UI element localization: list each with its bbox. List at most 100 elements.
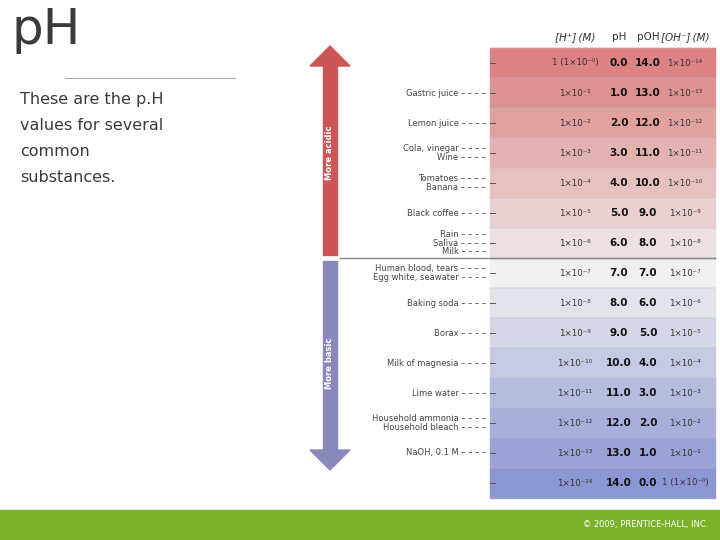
Text: 1×10⁻¹²: 1×10⁻¹² — [667, 118, 703, 127]
Text: Household bleach – – – –: Household bleach – – – – — [383, 423, 486, 432]
Text: 10.0: 10.0 — [606, 358, 632, 368]
Bar — [490, 138, 715, 168]
Polygon shape — [310, 46, 350, 66]
Text: 9.0: 9.0 — [639, 208, 657, 218]
Text: substances.: substances. — [20, 170, 115, 185]
Text: 1×10⁻⁸: 1×10⁻⁸ — [669, 239, 701, 247]
Text: 12.0: 12.0 — [606, 418, 632, 428]
Text: 1×10⁻¹³: 1×10⁻¹³ — [667, 89, 703, 98]
Text: 1×10⁻²: 1×10⁻² — [559, 118, 591, 127]
Text: 7.0: 7.0 — [639, 268, 657, 278]
Text: More basic: More basic — [325, 338, 335, 389]
Text: 1×10⁻⁹: 1×10⁻⁹ — [669, 208, 701, 218]
Text: Baking soda – – – –: Baking soda – – – – — [407, 299, 486, 307]
Text: 2.0: 2.0 — [610, 118, 629, 128]
Text: Lemon juice – – – –: Lemon juice – – – – — [408, 118, 486, 127]
Text: Borax – – – –: Borax – – – – — [434, 328, 486, 338]
Text: 1×10⁻¹⁰: 1×10⁻¹⁰ — [667, 179, 703, 187]
Text: 1×10⁻⁵: 1×10⁻⁵ — [559, 208, 591, 218]
Text: 1×10⁻⁹: 1×10⁻⁹ — [559, 328, 591, 338]
Text: 1×10⁻⁴: 1×10⁻⁴ — [559, 179, 591, 187]
Text: 1×10⁻¹⁴: 1×10⁻¹⁴ — [557, 478, 593, 488]
Text: These are the p.H: These are the p.H — [20, 92, 163, 107]
Text: 3.0: 3.0 — [639, 388, 657, 398]
Text: Rain – – – –: Rain – – – – — [440, 230, 486, 239]
Text: pH: pH — [12, 6, 81, 54]
Text: 7.0: 7.0 — [610, 268, 629, 278]
Text: Milk of magnesia – – – –: Milk of magnesia – – – – — [387, 359, 486, 368]
Text: 1×10⁻¹³: 1×10⁻¹³ — [557, 449, 593, 457]
Text: 11.0: 11.0 — [635, 148, 661, 158]
Text: 11.0: 11.0 — [606, 388, 632, 398]
Text: 1×10⁻³: 1×10⁻³ — [559, 148, 591, 158]
Text: 14.0: 14.0 — [606, 478, 632, 488]
Bar — [323, 261, 337, 453]
Text: Black coffee – – – –: Black coffee – – – – — [407, 208, 486, 218]
Bar — [490, 168, 715, 198]
Text: values for several: values for several — [20, 118, 163, 133]
Text: NaOH, 0.1 M – – – –: NaOH, 0.1 M – – – – — [406, 449, 486, 457]
Bar — [490, 438, 715, 468]
Bar — [490, 318, 715, 348]
Text: pH: pH — [612, 32, 626, 42]
Text: 4.0: 4.0 — [639, 358, 657, 368]
Text: 9.0: 9.0 — [610, 328, 628, 338]
Text: 1×10⁻⁶: 1×10⁻⁶ — [669, 299, 701, 307]
Text: 1×10⁻¹¹: 1×10⁻¹¹ — [557, 388, 593, 397]
Text: Saliva – – – –: Saliva – – – – — [433, 239, 486, 247]
Text: 1×10⁻⁷: 1×10⁻⁷ — [669, 268, 701, 278]
Text: 0.0: 0.0 — [639, 478, 657, 488]
Text: 1 (1×10⁻⁰): 1 (1×10⁻⁰) — [662, 478, 708, 488]
Text: 1×10⁻¹: 1×10⁻¹ — [559, 89, 591, 98]
Text: 13.0: 13.0 — [606, 448, 632, 458]
Text: 10.0: 10.0 — [635, 178, 661, 188]
Text: 1.0: 1.0 — [639, 448, 657, 458]
Text: 5.0: 5.0 — [639, 328, 657, 338]
Text: Egg white, seawater – – – –: Egg white, seawater – – – – — [373, 273, 486, 282]
Bar — [490, 258, 715, 288]
Bar — [323, 63, 337, 255]
Text: Lime water – – – –: Lime water – – – – — [412, 388, 486, 397]
Text: 14.0: 14.0 — [635, 58, 661, 68]
Text: [OH⁻] (M): [OH⁻] (M) — [661, 32, 709, 42]
Text: 6.0: 6.0 — [639, 298, 657, 308]
Text: 1.0: 1.0 — [610, 88, 629, 98]
Text: 2.0: 2.0 — [639, 418, 657, 428]
Text: 1×10⁻⁸: 1×10⁻⁸ — [559, 299, 591, 307]
Text: 0.0: 0.0 — [610, 58, 629, 68]
Bar — [490, 198, 715, 228]
Text: Tomatoes – – – –: Tomatoes – – – – — [418, 174, 486, 183]
Text: 1×10⁻⁵: 1×10⁻⁵ — [669, 328, 701, 338]
Bar — [0, 510, 720, 540]
Text: 1×10⁻⁷: 1×10⁻⁷ — [559, 268, 591, 278]
Text: 8.0: 8.0 — [639, 238, 657, 248]
Text: pOH: pOH — [636, 32, 660, 42]
Text: 12.0: 12.0 — [635, 118, 661, 128]
Text: © 2009, PRENTICE-HALL, INC.: © 2009, PRENTICE-HALL, INC. — [582, 521, 708, 530]
Bar — [490, 288, 715, 318]
Bar — [490, 78, 715, 108]
Text: 5.0: 5.0 — [610, 208, 629, 218]
Bar — [490, 108, 715, 138]
Text: 1×10⁻¹: 1×10⁻¹ — [669, 449, 701, 457]
Polygon shape — [310, 450, 350, 470]
Text: 3.0: 3.0 — [610, 148, 629, 158]
Bar — [490, 468, 715, 498]
Text: Household ammonia – – – –: Household ammonia – – – – — [372, 414, 486, 423]
Text: Milk – – – –: Milk – – – – — [441, 247, 486, 256]
Text: 8.0: 8.0 — [610, 298, 629, 308]
Bar — [490, 228, 715, 258]
Text: More acidic: More acidic — [325, 126, 335, 180]
Text: 1×10⁻²: 1×10⁻² — [669, 418, 701, 428]
Text: 1×10⁻¹⁴: 1×10⁻¹⁴ — [667, 58, 703, 68]
Text: common: common — [20, 144, 90, 159]
Bar — [490, 378, 715, 408]
Text: 1×10⁻³: 1×10⁻³ — [669, 388, 701, 397]
Text: Wine – – – –: Wine – – – – — [437, 153, 486, 162]
Text: 1×10⁻⁶: 1×10⁻⁶ — [559, 239, 591, 247]
Text: 1×10⁻⁴: 1×10⁻⁴ — [669, 359, 701, 368]
Text: [H⁺] (M): [H⁺] (M) — [555, 32, 595, 42]
Text: 1 (1×10⁻⁰): 1 (1×10⁻⁰) — [552, 58, 598, 68]
Text: Cola, vinegar – – – –: Cola, vinegar – – – – — [402, 144, 486, 153]
Text: Human blood, tears – – – –: Human blood, tears – – – – — [375, 264, 486, 273]
